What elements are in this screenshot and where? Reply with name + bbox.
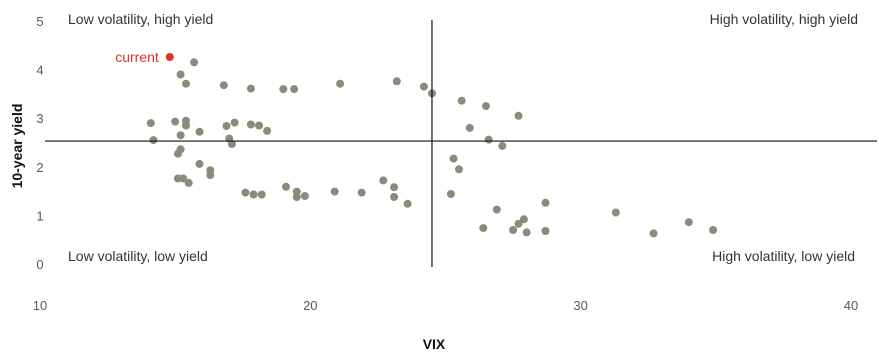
quadrant-label-top-left: Low volatility, high yield bbox=[68, 11, 213, 27]
data-point bbox=[219, 81, 228, 90]
data-point bbox=[514, 111, 523, 120]
data-point bbox=[179, 174, 188, 183]
data-point bbox=[195, 127, 204, 136]
data-point bbox=[182, 79, 190, 88]
x-axis-title: VIX bbox=[423, 336, 446, 352]
y-tick-label: 4 bbox=[36, 63, 43, 78]
data-point bbox=[379, 176, 388, 185]
x-tick-label: 30 bbox=[573, 298, 587, 313]
data-point bbox=[255, 121, 263, 130]
data-point bbox=[498, 141, 507, 150]
data-point bbox=[519, 215, 528, 224]
data-point bbox=[403, 199, 412, 208]
data-point bbox=[336, 79, 345, 88]
x-tick-label: 10 bbox=[33, 298, 47, 313]
data-point bbox=[222, 122, 231, 130]
current-point bbox=[165, 53, 174, 61]
y-tick-label: 1 bbox=[36, 208, 43, 223]
data-point bbox=[227, 140, 236, 148]
data-point bbox=[176, 131, 185, 140]
data-point bbox=[465, 123, 474, 132]
data-point bbox=[300, 192, 309, 200]
x-tick-label: 20 bbox=[303, 298, 317, 313]
data-point bbox=[292, 193, 301, 201]
data-point bbox=[190, 58, 199, 67]
x-tick-label: 40 bbox=[844, 298, 858, 313]
data-point bbox=[392, 77, 401, 86]
data-point bbox=[492, 205, 501, 214]
data-point bbox=[449, 154, 458, 163]
data-point bbox=[173, 149, 182, 158]
y-axis-ticks: 0 1 2 3 4 5 bbox=[36, 14, 43, 272]
data-point bbox=[479, 224, 488, 233]
y-axis-title: 10-year yield bbox=[9, 104, 25, 189]
data-point bbox=[146, 119, 155, 128]
data-point bbox=[241, 188, 250, 197]
data-point bbox=[541, 227, 550, 235]
y-tick-label: 3 bbox=[36, 111, 43, 126]
data-point bbox=[611, 208, 620, 217]
data-point bbox=[246, 120, 255, 129]
data-points bbox=[146, 58, 718, 238]
data-point bbox=[330, 187, 339, 196]
data-point bbox=[482, 102, 490, 111]
data-point bbox=[279, 85, 288, 94]
data-point bbox=[230, 118, 239, 127]
data-point bbox=[446, 190, 455, 198]
data-point bbox=[282, 182, 290, 191]
data-point bbox=[290, 85, 299, 94]
y-tick-label: 5 bbox=[36, 14, 43, 29]
data-point bbox=[149, 136, 158, 145]
data-point bbox=[184, 178, 193, 187]
data-point bbox=[509, 226, 518, 234]
quadrant-label-bottom-right: High volatility, low yield bbox=[712, 248, 855, 264]
data-point bbox=[206, 171, 215, 180]
data-point bbox=[484, 135, 493, 144]
current-label: current bbox=[115, 49, 159, 65]
data-point bbox=[709, 226, 718, 234]
data-point bbox=[257, 190, 266, 199]
data-point bbox=[684, 218, 693, 227]
data-point bbox=[541, 198, 550, 207]
data-point bbox=[649, 229, 658, 238]
data-point bbox=[263, 126, 272, 135]
data-point bbox=[171, 117, 180, 126]
quadrant-label-top-right: High volatility, high yield bbox=[710, 11, 858, 27]
data-point bbox=[176, 70, 185, 79]
data-point bbox=[455, 165, 463, 174]
data-point bbox=[514, 219, 523, 228]
data-point bbox=[249, 190, 258, 199]
y-tick-label: 2 bbox=[36, 160, 43, 175]
data-point bbox=[522, 228, 531, 237]
data-point bbox=[457, 96, 466, 105]
data-point bbox=[419, 82, 428, 91]
data-point bbox=[246, 84, 255, 93]
data-point bbox=[390, 183, 399, 192]
data-point bbox=[390, 193, 399, 201]
x-axis-ticks: 10 20 30 40 bbox=[33, 298, 858, 313]
data-point bbox=[195, 159, 204, 168]
data-point bbox=[357, 188, 366, 197]
quadrant-label-bottom-left: Low volatility, low yield bbox=[68, 248, 208, 264]
y-tick-label: 0 bbox=[36, 257, 43, 272]
data-point bbox=[182, 121, 190, 130]
